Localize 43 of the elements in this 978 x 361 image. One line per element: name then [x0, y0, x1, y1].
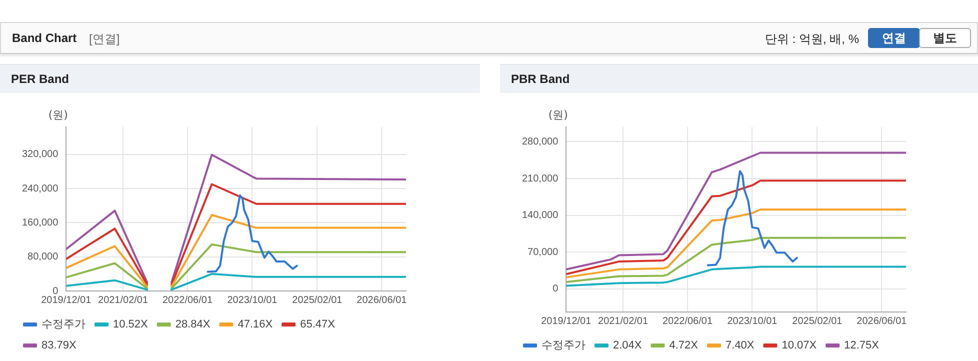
legend-label: 10.07X [782, 340, 818, 352]
text: 연결 [868, 28, 920, 48]
text: 단위 : 억원, 배, % [764, 31, 859, 48]
x-tick-label: 2025/02/01 [792, 316, 843, 327]
x-tick-label: 2019/12/01 [541, 316, 592, 327]
chart-title: PER Band [0, 64, 480, 93]
y-tick-label: 240,000 [22, 183, 59, 194]
y-tick-label: 320,000 [22, 149, 59, 160]
x-tick-label: 2026/06/01 [856, 316, 908, 327]
y-tick-label: 210,000 [522, 173, 559, 184]
x-tick-label: 2019/12/01 [41, 294, 92, 306]
legend-label: 10.52X [113, 318, 149, 331]
text: Band Chart [12, 31, 77, 45]
y-tick-label: 280,000 [522, 136, 559, 148]
legend-label: 4.72X [669, 340, 699, 352]
x-tick-label: 2021/02/01 [98, 294, 148, 306]
y-tick-label: 0 [52, 286, 59, 297]
legend-label: 28.84X [175, 318, 211, 331]
y-axis-title: (원) [548, 108, 568, 122]
legend-label: 47.16X [238, 318, 274, 331]
x-tick-label: 2023/10/01 [727, 316, 778, 327]
y-tick-label: 80,000 [28, 252, 59, 263]
x-tick-label: 2022/06/01 [162, 294, 213, 306]
x-tick-label: 2022/06/01 [662, 316, 713, 327]
y-tick-label: 160,000 [22, 217, 59, 228]
text: 별도 [919, 28, 971, 48]
legend-label: 65.47X [300, 318, 336, 331]
legend-label: 수정주가 [542, 340, 586, 352]
x-tick-label: 2023/10/01 [227, 294, 278, 306]
text: [연결] [89, 31, 120, 48]
x-tick-label: 2025/02/01 [292, 294, 343, 306]
y-tick-label: 70,000 [528, 246, 559, 258]
legend-label: 수정주가 [42, 318, 86, 331]
legend-label: 2.04X [613, 340, 642, 352]
legend-label: 12.75X [844, 340, 880, 352]
x-tick-label: 2021/02/01 [598, 316, 648, 327]
chart-title: PBR Band [500, 64, 978, 93]
y-tick-label: 140,000 [522, 210, 559, 222]
x-tick-label: 2026/06/01 [356, 294, 408, 306]
legend-label: 83.79X [42, 340, 78, 352]
y-axis-title: (원) [48, 108, 68, 122]
y-tick-label: 0 [552, 284, 559, 295]
legend-label: 7.40X [725, 340, 755, 352]
